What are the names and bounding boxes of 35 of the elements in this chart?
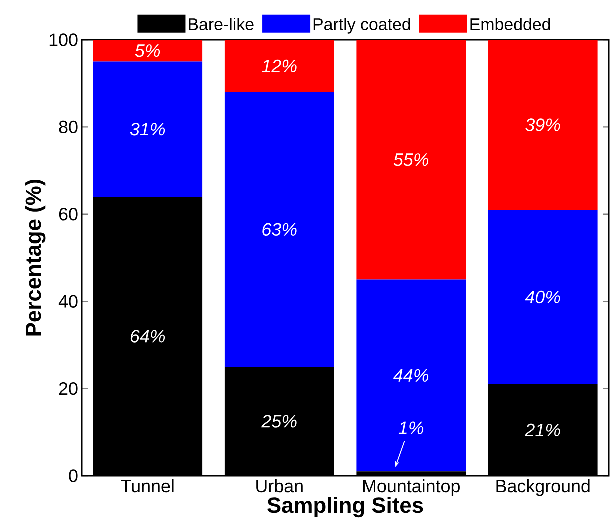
x-tick-label: Urban bbox=[256, 480, 303, 493]
x-tick-label: Background bbox=[496, 480, 590, 496]
y-tick-label: 40 bbox=[58, 295, 78, 308]
data-label: 63% bbox=[262, 223, 297, 236]
bar bbox=[488, 210, 598, 384]
data-label: 1% bbox=[398, 422, 424, 434]
y-axis-title: Percentage (%) bbox=[25, 180, 46, 336]
legend-label: Partly coated bbox=[314, 18, 410, 34]
data-label: 12% bbox=[262, 60, 297, 72]
y-tick-label: 100 bbox=[50, 34, 78, 46]
legend-label: Embedded bbox=[470, 18, 550, 30]
data-label: 55% bbox=[394, 154, 429, 166]
y-tick-label: 80 bbox=[59, 120, 78, 134]
bar bbox=[224, 40, 334, 92]
x-tick-label: Tunnel bbox=[121, 480, 174, 493]
bar bbox=[93, 40, 203, 62]
x-tick-label: Mountaintop bbox=[363, 480, 460, 496]
data-label: 5% bbox=[135, 44, 160, 58]
bar bbox=[356, 280, 466, 472]
bar bbox=[488, 40, 598, 210]
y-tick-label: 60 bbox=[59, 208, 78, 221]
data-label: 44% bbox=[394, 369, 429, 382]
x-axis-title: Sampling Sites bbox=[268, 497, 424, 518]
data-label: 21% bbox=[525, 424, 560, 437]
bar bbox=[93, 62, 203, 197]
bar bbox=[224, 92, 334, 367]
data-label: 39% bbox=[526, 118, 560, 132]
data-label: 40% bbox=[525, 290, 560, 304]
data-label: 25% bbox=[262, 415, 297, 428]
y-tick-label: 0 bbox=[69, 470, 78, 482]
data-label: 31% bbox=[130, 123, 166, 136]
data-label: 64% bbox=[130, 330, 166, 343]
legend-label: Bare-like bbox=[189, 18, 254, 30]
bar bbox=[356, 40, 466, 280]
y-tick-label: 20 bbox=[59, 382, 78, 396]
